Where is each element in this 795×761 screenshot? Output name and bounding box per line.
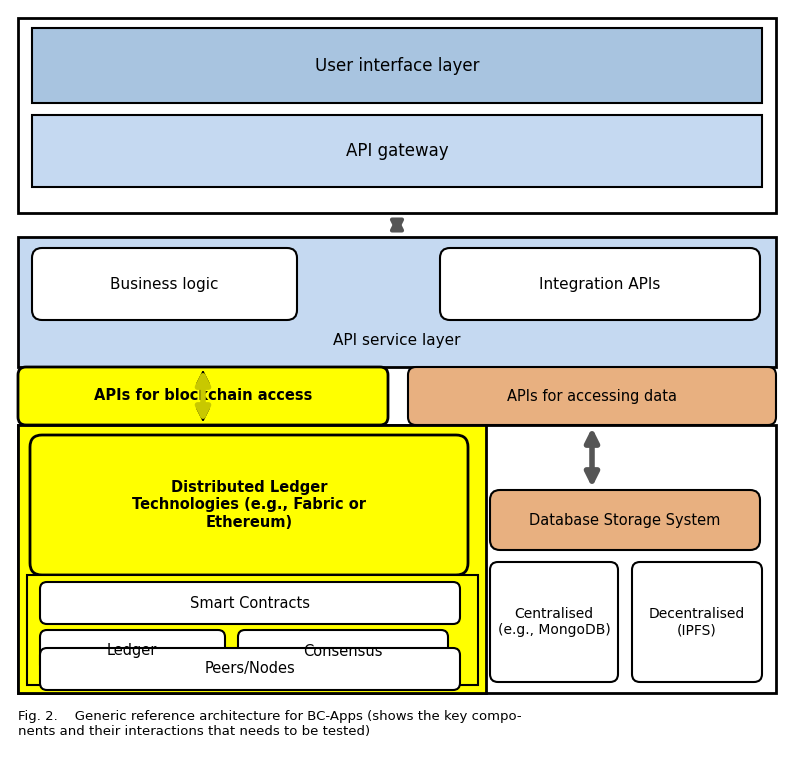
Text: nents and their interactions that needs to be tested): nents and their interactions that needs … xyxy=(18,725,370,738)
Text: Distributed Ledger
Technologies (e.g., Fabric or
Ethereum): Distributed Ledger Technologies (e.g., F… xyxy=(132,480,366,530)
FancyBboxPatch shape xyxy=(440,248,760,320)
Bar xyxy=(18,425,776,693)
FancyBboxPatch shape xyxy=(30,435,468,575)
Text: Ledger: Ledger xyxy=(107,644,157,658)
FancyBboxPatch shape xyxy=(40,648,460,690)
FancyBboxPatch shape xyxy=(632,562,762,682)
Bar xyxy=(18,18,776,213)
FancyBboxPatch shape xyxy=(40,630,225,672)
Text: Database Storage System: Database Storage System xyxy=(529,512,721,527)
Text: Centralised
(e.g., MongoDB): Centralised (e.g., MongoDB) xyxy=(498,607,611,637)
FancyBboxPatch shape xyxy=(490,562,618,682)
FancyBboxPatch shape xyxy=(40,582,460,624)
FancyBboxPatch shape xyxy=(32,248,297,320)
Bar xyxy=(18,425,486,693)
Text: Integration APIs: Integration APIs xyxy=(539,276,661,291)
Text: API gateway: API gateway xyxy=(346,142,448,160)
Text: Decentralised
(IPFS): Decentralised (IPFS) xyxy=(649,607,745,637)
Bar xyxy=(27,575,478,685)
FancyBboxPatch shape xyxy=(490,490,760,550)
Text: API service layer: API service layer xyxy=(333,333,461,348)
FancyBboxPatch shape xyxy=(18,367,388,425)
Bar xyxy=(32,28,762,103)
Text: Smart Contracts: Smart Contracts xyxy=(190,596,310,610)
Text: User interface layer: User interface layer xyxy=(315,57,479,75)
Text: Peers/Nodes: Peers/Nodes xyxy=(204,661,296,677)
Text: APIs for accessing data: APIs for accessing data xyxy=(507,389,677,403)
Text: Business logic: Business logic xyxy=(110,276,219,291)
Text: Fig. 2.    Generic reference architecture for BC-Apps (shows the key compo-: Fig. 2. Generic reference architecture f… xyxy=(18,710,522,723)
Text: Consensus: Consensus xyxy=(303,644,382,658)
Text: APIs for blockchain access: APIs for blockchain access xyxy=(94,389,312,403)
Bar xyxy=(18,237,776,367)
Bar xyxy=(32,115,762,187)
FancyBboxPatch shape xyxy=(408,367,776,425)
FancyBboxPatch shape xyxy=(238,630,448,672)
